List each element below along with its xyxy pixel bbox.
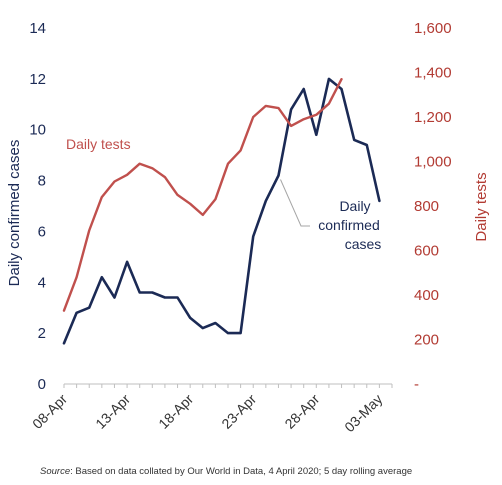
- series-lines: [62, 77, 381, 345]
- left-axis-ticks: 0 2 4 6 8 10 12 14: [29, 20, 46, 393]
- source-text: : Based on data collated by Our World in…: [70, 466, 413, 477]
- series-label-cases: confirmed: [318, 217, 379, 233]
- y-tick-label-right: 800: [414, 198, 439, 215]
- y-tick-label-right: 600: [414, 243, 439, 260]
- annotation-leader-line: [280, 179, 310, 227]
- y-tick-label-left: 10: [29, 122, 46, 139]
- x-tick-label: 13-Apr: [92, 391, 133, 432]
- axes: [63, 383, 393, 388]
- series-label-tests: Daily tests: [66, 136, 131, 152]
- x-tick-label: 18-Apr: [155, 391, 196, 432]
- series-label-cases: cases: [345, 236, 382, 252]
- y-tick-label-right: 400: [414, 287, 439, 304]
- y-tick-label-right: 1,000: [414, 154, 452, 171]
- y-tick-label-right: 1,400: [414, 65, 452, 82]
- y-tick-label-right: 200: [414, 332, 439, 349]
- y-tick-label-left: 8: [38, 173, 46, 190]
- series-line-cases: [62, 77, 381, 345]
- y-tick-label-right: 1,600: [414, 20, 452, 37]
- y-tick-label-left: 6: [38, 223, 46, 240]
- series-label-cases: Daily: [339, 198, 370, 214]
- x-tick-label: 23-Apr: [218, 391, 259, 432]
- y-tick-label-left: 14: [29, 20, 46, 37]
- y-axis-label-left: Daily confirmed cases: [6, 140, 23, 287]
- y-tick-label-right: 1,200: [414, 109, 452, 126]
- source-note: Source: Based on data collated by Our Wo…: [40, 466, 412, 477]
- y-tick-label-left: 2: [38, 325, 46, 342]
- x-tick-label: 03-May: [341, 391, 385, 435]
- series-line-tests: [62, 77, 343, 312]
- y-tick-label-left: 4: [38, 274, 46, 291]
- y-tick-label-right: -: [414, 376, 419, 393]
- y-tick-label-left: 12: [29, 71, 46, 88]
- x-axis-ticks: 08-Apr 13-Apr 18-Apr 23-Apr 28-Apr 03-May: [29, 391, 385, 436]
- x-tick-label: 28-Apr: [281, 391, 322, 432]
- source-prefix: Source: [40, 466, 71, 477]
- y-axis-label-right: Daily tests: [473, 172, 490, 241]
- right-axis-ticks: - 200 400 600 800 1,000 1,200 1,400 1,600: [414, 20, 452, 393]
- annotations: Daily tests Daily confirmed cases: [66, 136, 381, 252]
- y-tick-label-left: 0: [38, 376, 46, 393]
- x-tick-label: 08-Apr: [29, 391, 70, 432]
